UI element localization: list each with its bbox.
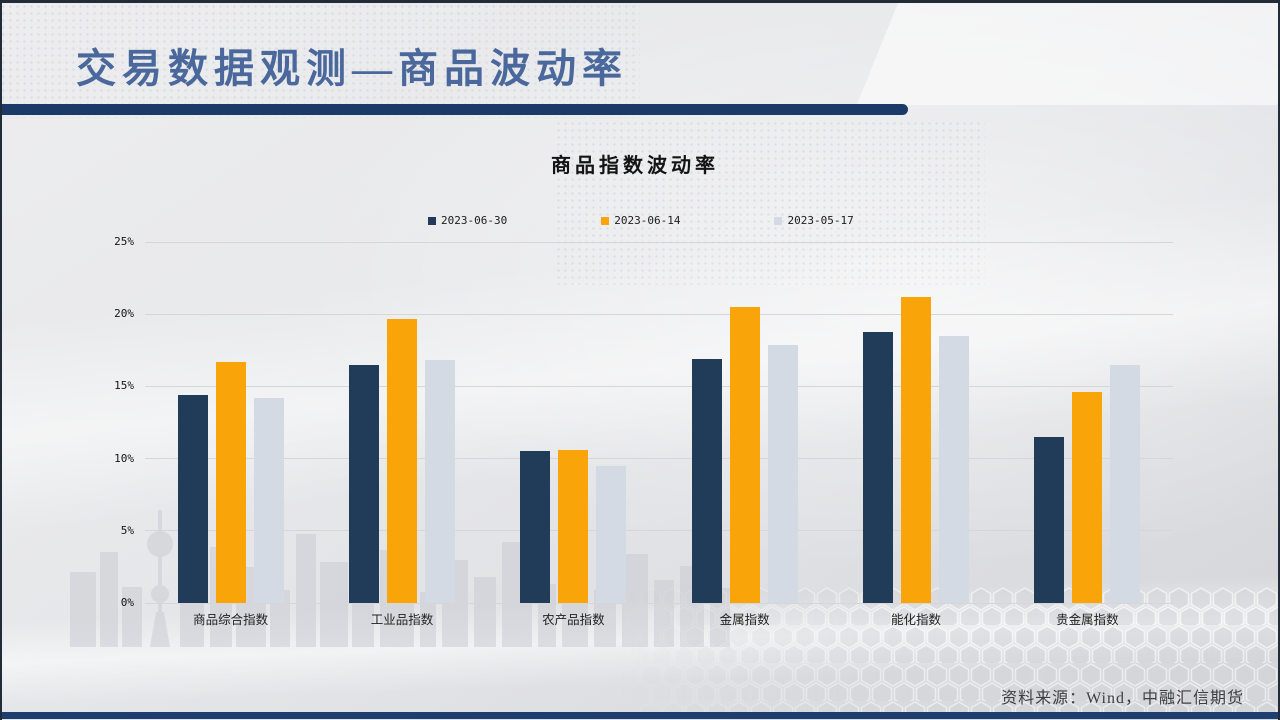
x-axis-category-label: 商品综合指数 — [193, 613, 269, 627]
y-axis-tick-label: 25% — [114, 235, 134, 248]
world-map-dots-pattern — [0, 3, 640, 118]
bottom-accent-bar — [0, 712, 1280, 719]
bar-2023-06-30-工业品指数 — [349, 364, 379, 603]
legend-label: 2023-06-14 — [614, 214, 681, 227]
title-divider-line — [0, 104, 908, 115]
hexagon-pattern — [618, 587, 1278, 712]
y-axis-tick-label: 15% — [114, 379, 134, 393]
x-axis-labels: 商品综合指数 工业品指数 农产品指数 金属指数 能化指数 贵金属指数 — [145, 609, 1173, 629]
slide-title: 交易数据观测—商品波动率 — [76, 46, 628, 91]
bar-2023-06-14-商品综合指数 — [215, 361, 246, 603]
gridline — [145, 458, 1173, 460]
bar-2023-06-30-金属指数 — [691, 358, 722, 603]
x-axis-category-label: 农产品指数 — [542, 613, 605, 627]
bar-2023-06-30-农产品指数 — [520, 451, 551, 603]
gridline — [145, 313, 1173, 315]
bar-2023-05-17-贵金属指数 — [1110, 364, 1141, 603]
x-axis-category-label: 工业品指数 — [370, 613, 434, 627]
x-axis-category-label: 金属指数 — [719, 613, 770, 627]
gridline — [145, 385, 1173, 387]
x-axis-category-label: 贵金属指数 — [1056, 613, 1119, 627]
bar-2023-06-30-贵金属指数 — [1034, 436, 1065, 603]
left-edge-border — [0, 0, 2, 720]
plot-area — [145, 241, 1173, 604]
bar-2023-06-14-能化指数 — [901, 296, 931, 603]
legend-swatch-icon — [428, 216, 436, 225]
legend-swatch-icon — [601, 216, 610, 225]
bar-2023-05-17-工业品指数 — [425, 360, 455, 603]
bar-2023-06-14-工业品指数 — [387, 318, 417, 603]
legend-swatch-icon — [774, 216, 783, 225]
legend-label: 2023-05-17 — [787, 214, 854, 227]
y-axis-tick-label: 5% — [120, 523, 134, 537]
y-axis: 0% 5% 10% 15% 20% 25% — [90, 235, 138, 609]
bar-2023-06-14-农产品指数 — [558, 449, 589, 603]
right-edge-border — [1278, 0, 1280, 720]
source-note: 资料来源：Wind，中融汇信期货 — [1001, 690, 1244, 707]
bar-2023-06-14-贵金属指数 — [1072, 392, 1103, 603]
x-axis-category-label: 能化指数 — [890, 613, 941, 627]
legend-item-2023-06-30: 2023-06-30 — [428, 214, 507, 227]
gridline — [145, 241, 1173, 243]
gridline — [145, 530, 1173, 532]
chart-title: 商品指数波动率 — [551, 155, 719, 177]
bar-2023-05-17-能化指数 — [939, 335, 969, 603]
bar-2023-06-14-金属指数 — [729, 306, 760, 603]
legend-item-2023-06-14: 2023-06-14 — [601, 214, 680, 227]
bar-2023-05-17-商品综合指数 — [253, 397, 284, 603]
header-light-sweep — [856, 0, 1280, 105]
legend-label: 2023-06-30 — [441, 214, 508, 227]
legend-item-2023-05-17: 2023-05-17 — [774, 214, 854, 227]
gridline — [145, 602, 1173, 604]
chart-legend: 2023-06-30 2023-06-14 2023-05-17 — [428, 214, 854, 227]
top-edge-border — [0, 0, 1280, 3]
y-axis-tick-label: 10% — [114, 451, 134, 465]
bar-2023-05-17-金属指数 — [767, 344, 798, 603]
bar-2023-06-30-能化指数 — [863, 331, 893, 603]
y-axis-tick-label: 20% — [114, 307, 134, 321]
y-axis-tick-label: 0% — [120, 596, 134, 609]
bar-2023-05-17-农产品指数 — [596, 465, 627, 603]
bar-2023-06-30-商品综合指数 — [177, 395, 208, 603]
